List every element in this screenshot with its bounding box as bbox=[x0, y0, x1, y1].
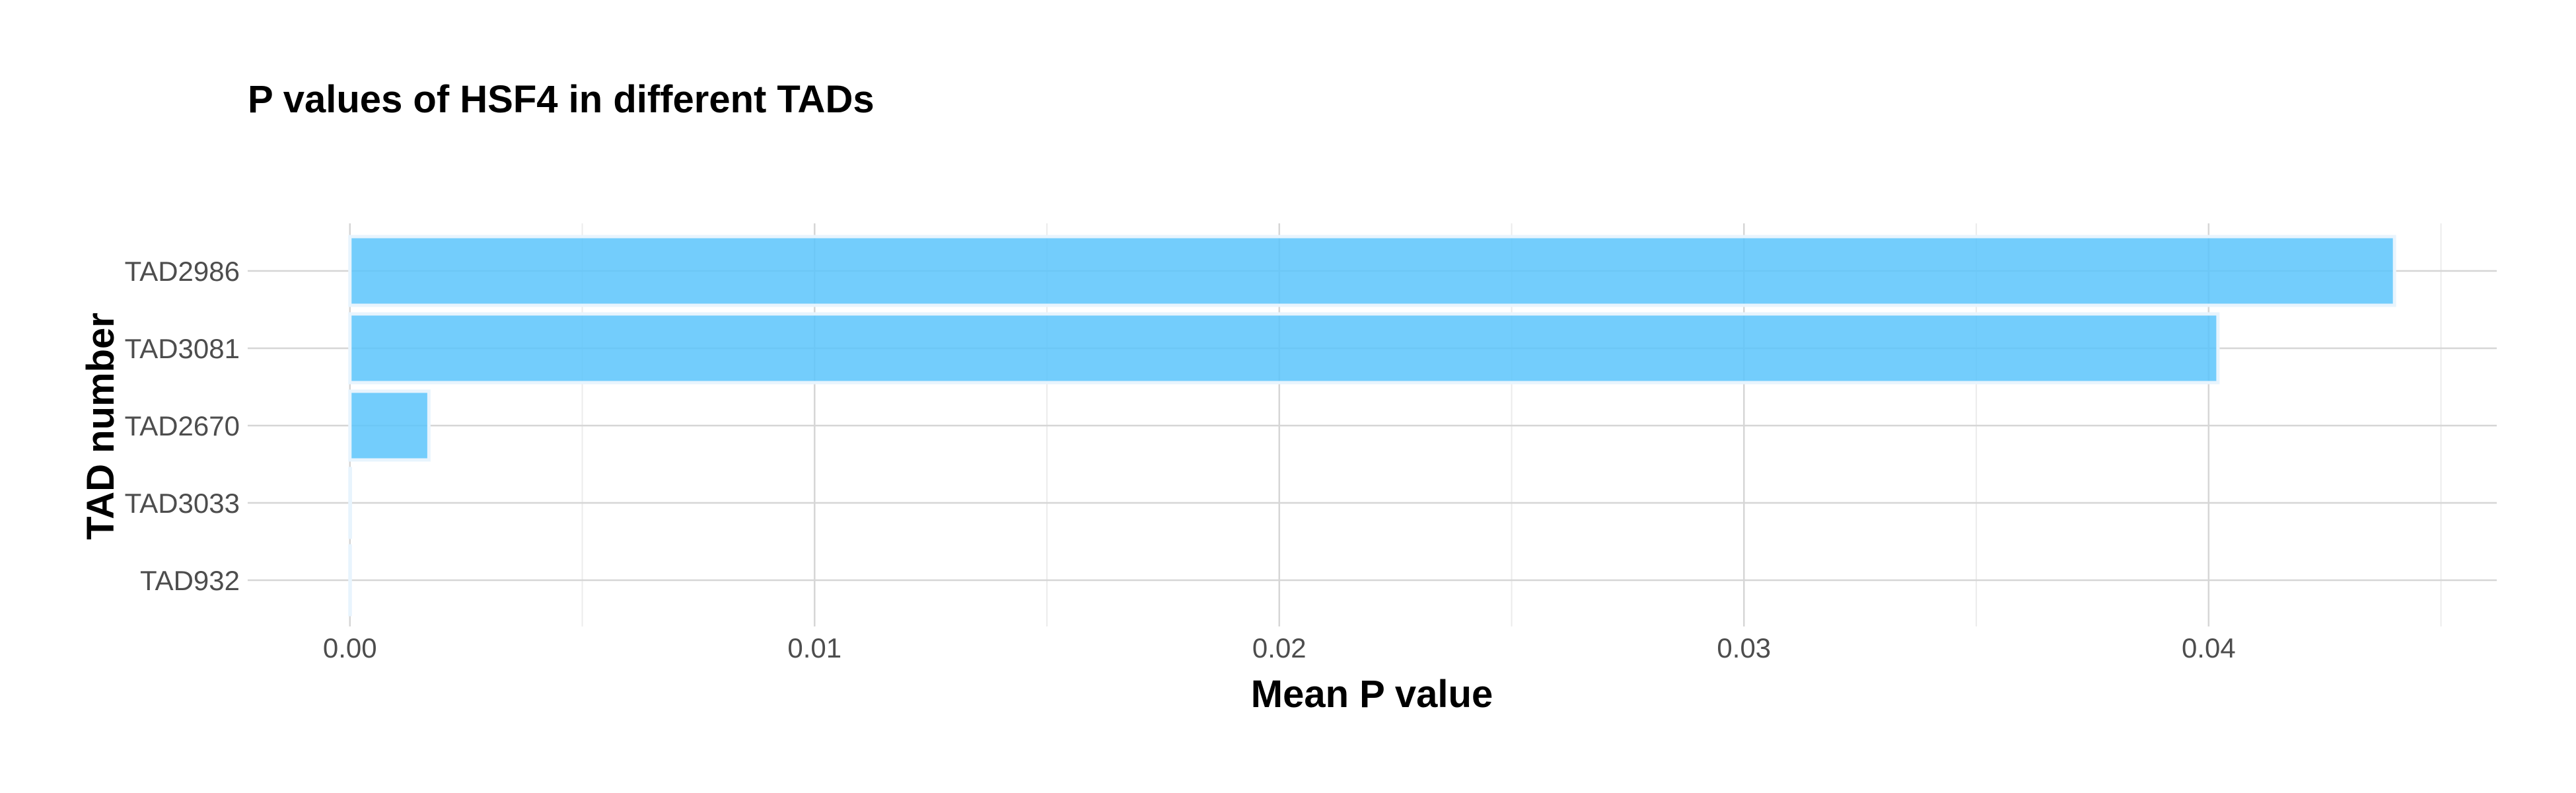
y-tick-label: TAD3033 bbox=[125, 488, 240, 519]
x-tick-label: 0.03 bbox=[1717, 632, 1771, 663]
y-tick-label: TAD3081 bbox=[125, 333, 240, 364]
x-tick-label: 0.01 bbox=[787, 632, 841, 663]
y-tick-label: TAD2986 bbox=[125, 256, 240, 287]
bar-tad2986 bbox=[348, 235, 2396, 307]
y-tick-label: TAD2670 bbox=[125, 410, 240, 441]
x-tick-label: 0.00 bbox=[323, 632, 377, 663]
bars bbox=[348, 235, 2396, 617]
chart-title: P values of HSF4 in different TADs bbox=[248, 78, 875, 121]
y-tick-label: TAD932 bbox=[140, 565, 240, 596]
y-axis-title: TAD number bbox=[79, 313, 122, 540]
bar-tad3081 bbox=[348, 312, 2220, 385]
y-axis-tick-labels: TAD2986 TAD3081 TAD2670 TAD3033 TAD932 bbox=[125, 256, 240, 596]
x-axis-title: Mean P value bbox=[1251, 673, 1493, 716]
bar-tad3033 bbox=[348, 467, 352, 539]
x-tick-label: 0.04 bbox=[2182, 632, 2236, 663]
x-axis-tick-labels: 0.00 0.01 0.02 0.03 0.04 bbox=[323, 632, 2236, 663]
bar-tad932 bbox=[348, 544, 352, 617]
bar-tad2670 bbox=[348, 389, 431, 462]
x-tick-label: 0.02 bbox=[1252, 632, 1306, 663]
